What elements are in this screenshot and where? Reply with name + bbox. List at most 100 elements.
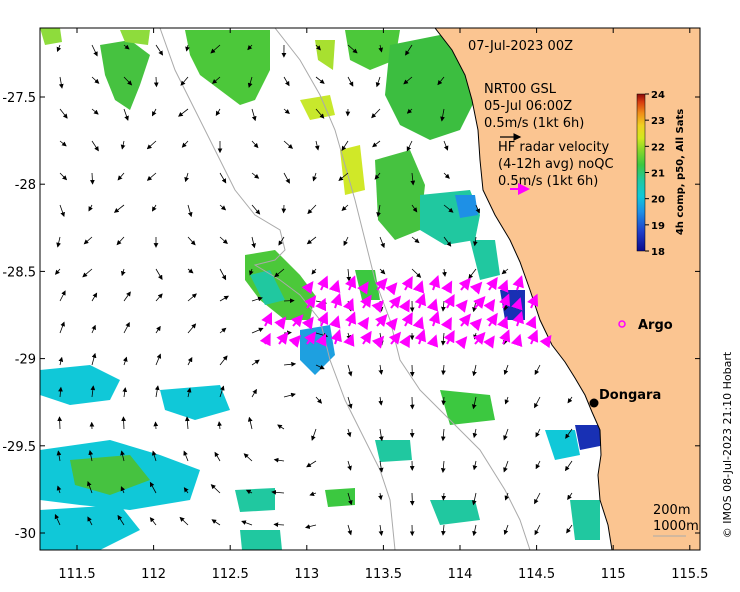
model-arrow: [567, 396, 573, 404]
model-arrow: [155, 293, 163, 302]
radar-arrow: [357, 316, 369, 331]
model-arrow: [403, 76, 413, 85]
model-arrow: [534, 364, 541, 376]
model-arrow: [59, 290, 66, 302]
model-arrow: [56, 450, 62, 462]
model-arrow: [241, 520, 253, 526]
model-arrow: [306, 460, 317, 468]
x-tick-label: 114.5: [518, 567, 555, 582]
isobath-legend-200m: 200m: [653, 503, 690, 518]
model-arrow: [251, 236, 256, 249]
model-arrow: [59, 204, 65, 218]
model-arrow: [154, 385, 160, 398]
model-arrow: [56, 485, 62, 494]
model-arrow: [472, 460, 478, 471]
model-arrow: [91, 140, 99, 152]
radar-arrow: [274, 316, 287, 330]
sst-patch: [160, 385, 230, 420]
y-axis-ticks: -27.5 -28 -28.5 -29 -29.5 -30: [2, 91, 700, 542]
radar-arrow: [398, 299, 410, 313]
x-tick-label: 113.5: [365, 567, 402, 582]
model-arrow: [378, 428, 384, 442]
colorbar-tick-label: 20: [651, 195, 665, 206]
model-arrow: [341, 140, 349, 151]
model-arrow: [251, 172, 260, 179]
model-arrow: [443, 172, 450, 179]
radar-arrow: [276, 331, 289, 345]
model-arrow: [183, 487, 189, 494]
model-arrow: [251, 327, 264, 334]
model-arrow: [151, 204, 157, 212]
model-arrow: [372, 140, 381, 148]
radar-arrow: [455, 336, 468, 350]
radar-arrow: [498, 293, 511, 309]
model-arrow: [411, 268, 422, 278]
model-arrow: [378, 44, 384, 53]
model-arrow: [249, 268, 254, 276]
model-arrow: [442, 268, 447, 277]
radar-arrow: [342, 298, 355, 312]
radar-arrow: [486, 312, 498, 327]
model-arrow: [283, 330, 292, 336]
radar-arrow: [385, 317, 398, 331]
model-arrow: [440, 108, 445, 122]
model-arrow: [338, 172, 349, 182]
model-arrow: [503, 524, 509, 535]
sst-patch: [570, 500, 600, 540]
model-arrow: [371, 108, 381, 119]
radar-arrow: [473, 295, 486, 309]
model-arrow: [59, 108, 68, 119]
model-arrow: [187, 293, 197, 302]
sst-patch: [375, 150, 425, 240]
model-arrow: [91, 352, 97, 366]
radar-arrow: [360, 330, 372, 345]
dongara-marker: Dongara: [589, 388, 661, 408]
argo-label: Argo: [638, 318, 673, 333]
model-arrow: [347, 76, 354, 87]
dongara-dot-icon: [589, 398, 599, 408]
model-arrow: [146, 172, 157, 181]
model-arrow: [122, 387, 128, 398]
isobath-legend-1000m: 1000m: [653, 519, 699, 534]
model-arrow: [183, 450, 189, 462]
model-arrow: [472, 428, 478, 439]
x-axis-ticks: 111.5 112 112.5 113 113.5 114 114.5 115 115.5: [58, 28, 708, 582]
radar-arrow: [301, 280, 314, 295]
model-legend-line2: 05-Jul 06:00Z: [484, 99, 572, 114]
model-arrow: [374, 172, 381, 180]
model-arrow: [87, 481, 93, 494]
model-arrow: [475, 204, 481, 214]
model-arrow: [406, 140, 413, 152]
radar-arrow: [455, 299, 468, 313]
model-arrow: [379, 236, 385, 249]
model-arrow: [123, 321, 130, 334]
model-arrow: [411, 236, 420, 244]
model-arrow: [184, 172, 189, 183]
model-arrow: [219, 268, 227, 281]
model-arrow: [83, 236, 93, 245]
model-arrow: [91, 44, 98, 57]
radar-arrow: [290, 314, 304, 328]
model-arrow: [251, 140, 259, 149]
radar-arrow: [412, 280, 425, 294]
model-arrow: [90, 385, 96, 398]
model-arrow: [91, 292, 98, 302]
model-arrow: [347, 396, 353, 409]
radar-arrow: [497, 279, 509, 293]
model-arrow: [179, 516, 189, 526]
sst-patch: [40, 505, 140, 550]
model-arrow: [277, 424, 285, 430]
radar-arrow: [440, 317, 452, 331]
x-tick-label: 111.5: [58, 567, 95, 582]
radar-legend: HF radar velocity (4-12h avg) noQC 0.5m/…: [498, 140, 614, 195]
model-arrow: [247, 44, 253, 51]
radar-arrow: [375, 313, 388, 327]
model-arrow: [347, 44, 358, 54]
model-arrow: [123, 108, 129, 121]
model-arrow: [347, 364, 353, 377]
model-arrow: [187, 204, 193, 218]
model-arrow: [58, 356, 64, 366]
model-arrow: [534, 396, 541, 409]
model-arrow: [153, 421, 159, 430]
model-arrow: [149, 517, 157, 526]
